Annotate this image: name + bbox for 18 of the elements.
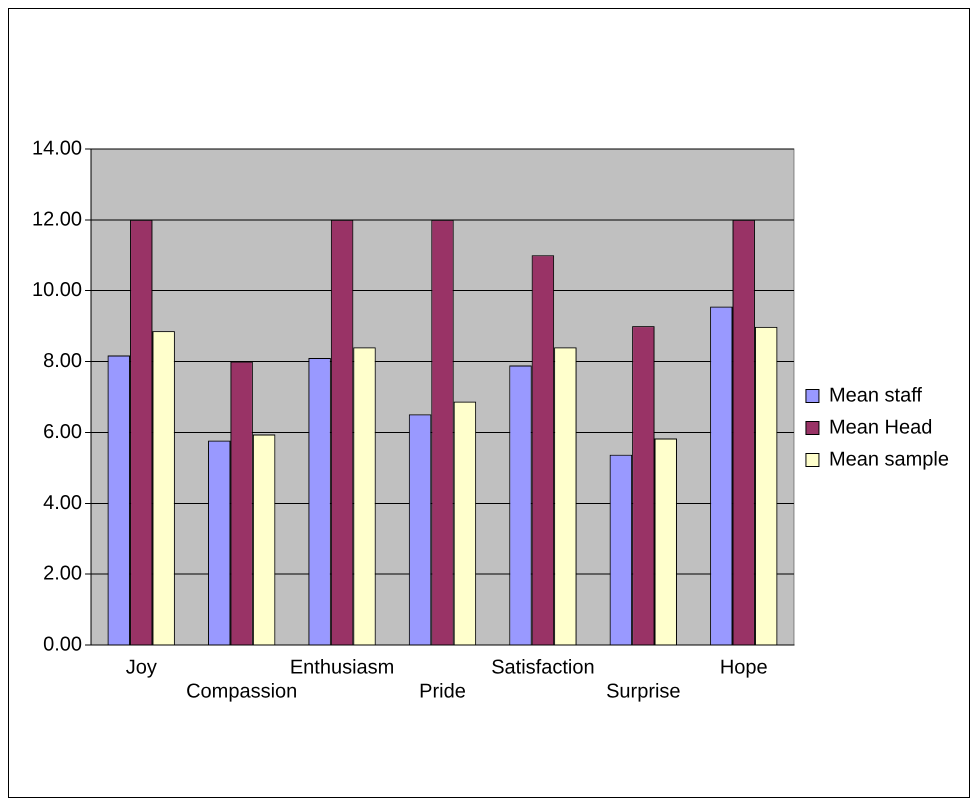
legend-label: Mean staff [828, 384, 922, 407]
x-tick-label: Joy [126, 656, 157, 679]
y-tick-label: 12.00 [32, 208, 82, 230]
y-tick-label: 6.00 [43, 420, 82, 443]
y-tick-label: 8.00 [43, 350, 82, 372]
x-tick-label: Surprise [606, 680, 681, 703]
y-tick-label: 4.00 [43, 492, 82, 514]
x-tick-label: Pride [419, 680, 466, 703]
y-tick-label: 2.00 [43, 562, 82, 585]
x-tick-label: Hope [720, 656, 768, 679]
y-tick-label: 10.00 [32, 279, 82, 302]
y-tick-label: 0.00 [43, 634, 82, 656]
x-tick-label: Satisfaction [491, 656, 595, 679]
legend-label: Mean sample [828, 448, 950, 471]
x-tick-label: Compassion [186, 680, 298, 703]
x-tick-label: Enthusiasm [290, 656, 394, 679]
legend-label: Mean Head [828, 416, 932, 439]
y-tick-label: 14.00 [32, 138, 82, 160]
